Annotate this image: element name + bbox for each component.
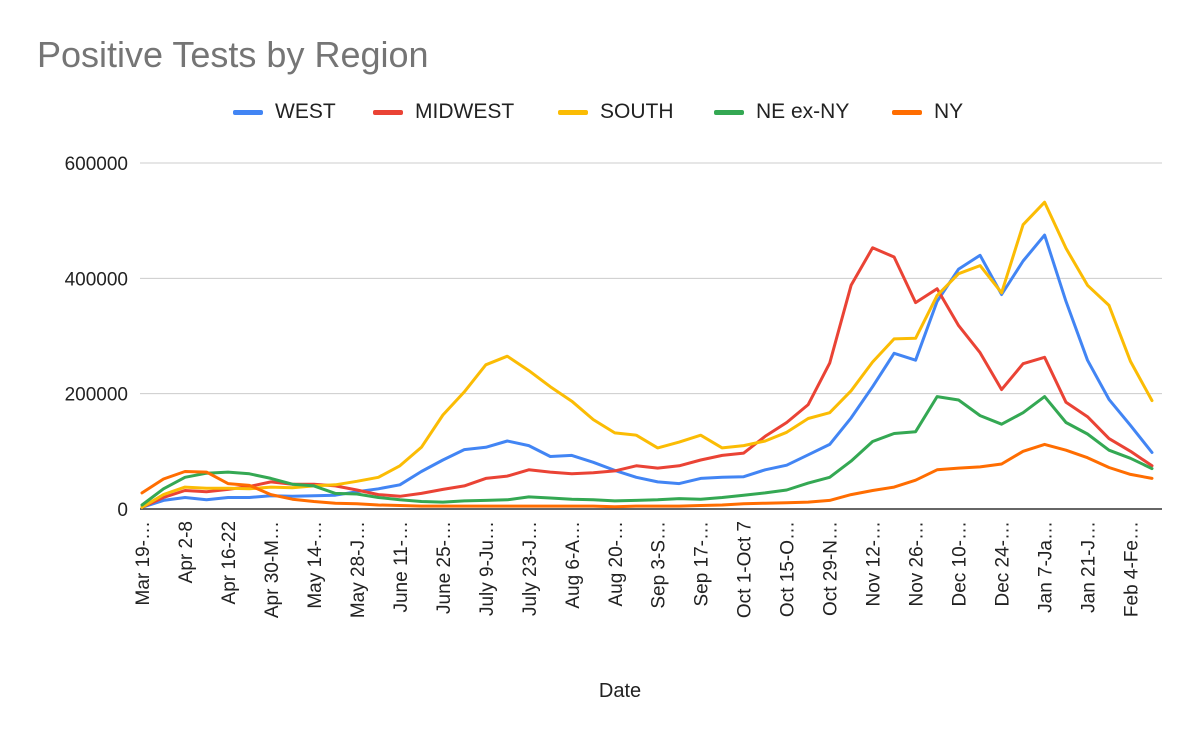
x-tick-label: Oct 1-Oct 7 bbox=[735, 521, 756, 618]
x-tick-label: Sep 17-… bbox=[692, 521, 713, 607]
y-tick-label: 600000 bbox=[65, 154, 128, 175]
legend-swatch-west bbox=[233, 109, 263, 115]
legend-item-ny[interactable]: NY bbox=[892, 98, 963, 126]
x-axis-title: Date bbox=[598, 680, 642, 702]
legend-swatch-ne-ex-ny bbox=[714, 109, 744, 115]
x-tick-label: June 11-… bbox=[391, 521, 412, 613]
x-tick-label: Apr 30-M… bbox=[262, 521, 283, 618]
legend-label-west: WEST bbox=[275, 100, 336, 123]
series-line-ne-ex-ny[interactable] bbox=[140, 395, 1154, 507]
legend-label-south: SOUTH bbox=[600, 100, 674, 123]
x-tick-label: Aug 6-A… bbox=[563, 521, 584, 609]
series-line-south[interactable] bbox=[140, 200, 1154, 509]
x-tick-label: Nov 12-… bbox=[864, 521, 885, 607]
x-tick-label: Dec 10-… bbox=[950, 521, 971, 607]
series-line-midwest[interactable] bbox=[140, 246, 1154, 509]
y-tick-label: 0 bbox=[117, 500, 128, 521]
x-tick-label: July 9-Ju… bbox=[477, 521, 498, 616]
legend: WEST MIDWEST SOUTH NE ex-NY NY bbox=[0, 98, 1200, 126]
y-tick-label: 400000 bbox=[65, 269, 128, 290]
legend-swatch-midwest bbox=[373, 109, 403, 115]
legend-item-midwest[interactable]: MIDWEST bbox=[373, 98, 514, 126]
legend-item-west[interactable]: WEST bbox=[233, 98, 336, 126]
x-tick-label: Jan 7-Ja… bbox=[1036, 521, 1057, 613]
x-tick-label: June 25-… bbox=[434, 521, 455, 614]
series-line-west[interactable] bbox=[140, 233, 1154, 509]
x-tick-label: July 23-J… bbox=[520, 521, 541, 616]
x-tick-label: Oct 29-N… bbox=[821, 521, 842, 616]
x-tick-label: May 28-J… bbox=[348, 521, 369, 618]
x-tick-label: May 14-… bbox=[305, 521, 326, 609]
x-tick-label: Feb 4-Fe… bbox=[1122, 521, 1143, 617]
legend-label-midwest: MIDWEST bbox=[415, 100, 515, 123]
legend-label-ne-ex-ny: NE ex-NY bbox=[756, 100, 850, 123]
legend-label-ny: NY bbox=[934, 100, 964, 123]
legend-swatch-ny bbox=[892, 109, 922, 115]
x-tick-label: Aug 20-… bbox=[606, 521, 627, 607]
x-tick-label: Nov 26-… bbox=[907, 521, 928, 607]
x-tick-label: Oct 15-O… bbox=[778, 521, 799, 617]
x-tick-label: Jan 21-J… bbox=[1079, 521, 1100, 613]
x-tick-label: Apr 2-8 bbox=[176, 521, 197, 583]
series-line-ny[interactable] bbox=[140, 442, 1154, 509]
x-tick-label: Dec 24-… bbox=[993, 521, 1014, 607]
legend-swatch-south bbox=[558, 109, 588, 115]
x-tick-label: Mar 19-… bbox=[133, 521, 154, 605]
legend-item-ne-ex-ny[interactable]: NE ex-NY bbox=[714, 98, 849, 126]
chart-title: Positive Tests by Region bbox=[37, 34, 429, 75]
y-tick-label: 200000 bbox=[65, 385, 128, 406]
legend-item-south[interactable]: SOUTH bbox=[558, 98, 674, 126]
x-tick-label: Sep 3-S… bbox=[649, 521, 670, 609]
x-tick-label: Apr 16-22 bbox=[219, 521, 240, 604]
